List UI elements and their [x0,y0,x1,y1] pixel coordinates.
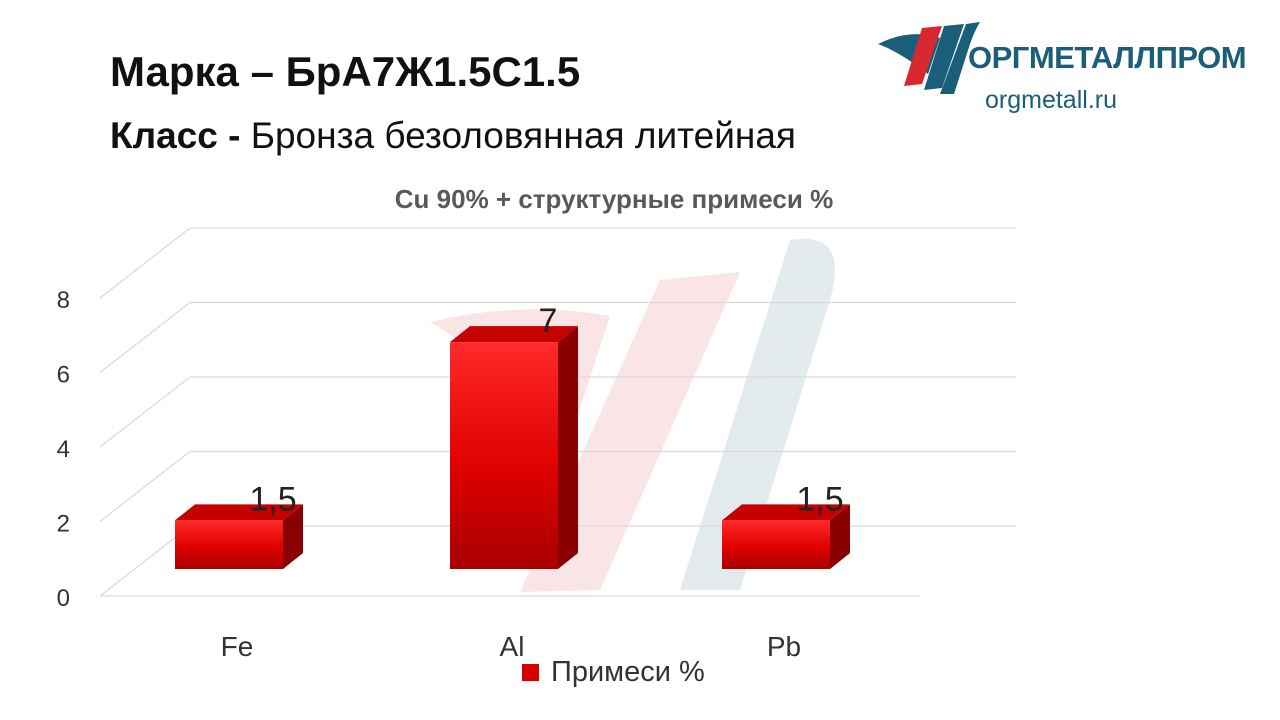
logo-name: ОРГМЕТАЛЛПРОМ [968,40,1247,75]
y-tick-label: 6 [57,362,70,389]
data-label: 7 [539,302,558,340]
bar-Al [450,326,578,569]
class-value: Бронза безоловянная литейная [250,115,796,156]
y-tick-label: 0 [57,585,70,612]
x-tick-label: Al [500,631,525,662]
y-tick-label: 8 [57,287,70,314]
data-label: 1,5 [249,480,296,518]
title-grade: БрА7Ж1.5С1.5 [285,48,581,95]
legend-label: Примеси % [551,656,705,688]
legend-swatch [522,664,539,681]
bar-front [722,520,830,569]
title-prefix: Марка [110,48,239,95]
bar-side [558,326,578,569]
bars [175,326,850,569]
data-labels: 1,5 7 1,5 [249,302,843,518]
class-label: Класс - [110,115,241,156]
title-dash: – [250,48,274,95]
x-tick-label: Pb [767,631,801,662]
gridline-diagonal [99,451,191,522]
gridline-diagonal [99,376,191,448]
bar-top [450,326,578,343]
orgmetallprom-logo-icon [878,22,980,94]
x-axis: Fe Al Pb [221,631,801,662]
bar-top [722,504,850,521]
y-axis: 0 2 4 6 8 [57,287,70,612]
gridline-diagonal [99,302,191,373]
legend: Примеси % [522,656,705,689]
bar-side [830,504,850,569]
gridline-diagonal [99,227,191,299]
bar-side [283,504,303,569]
chart-title: Cu 90% + структурные примеси % [394,184,834,214]
bar-front [450,342,558,569]
bar-Pb [722,504,850,569]
bar-top [175,504,303,521]
logo-url: orgmetall.ru [985,86,1117,114]
x-tick-label: Fe [221,631,254,662]
y-tick-label: 2 [57,511,70,538]
bar-Fe [175,504,303,569]
y-tick-label: 4 [57,436,70,463]
bar-front [175,520,283,569]
grid [99,227,1016,597]
page-title: Марка – БрА7Ж1.5С1.5 [110,48,580,96]
class-line: Класс - Бронза безоловянная литейная [110,115,796,157]
data-label: 1,5 [796,480,843,518]
